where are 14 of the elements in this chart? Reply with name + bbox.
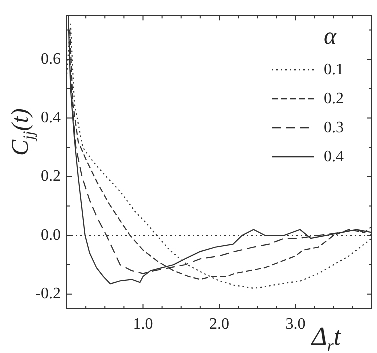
x-tick-label: 2.0 — [210, 316, 230, 333]
y-tick-label: 0.2 — [41, 168, 61, 186]
legend-label: 0.1 — [324, 61, 344, 78]
x-tick-label: 1.0 — [133, 316, 154, 333]
y-tick-label: 0.6 — [41, 50, 61, 68]
y-axis-title: Cjj(t) — [8, 108, 38, 156]
y-tick-label: -0.2 — [36, 286, 61, 303]
y-tick-label: 0.0 — [41, 226, 61, 244]
legend-label: 0.2 — [324, 90, 344, 108]
y-tick-label: 0.4 — [41, 109, 61, 126]
legend-label: 0.3 — [324, 119, 344, 136]
x-tick-label: 3.0 — [286, 316, 306, 333]
legend-label: 0.4 — [324, 148, 344, 166]
legend-title: α — [324, 24, 337, 50]
